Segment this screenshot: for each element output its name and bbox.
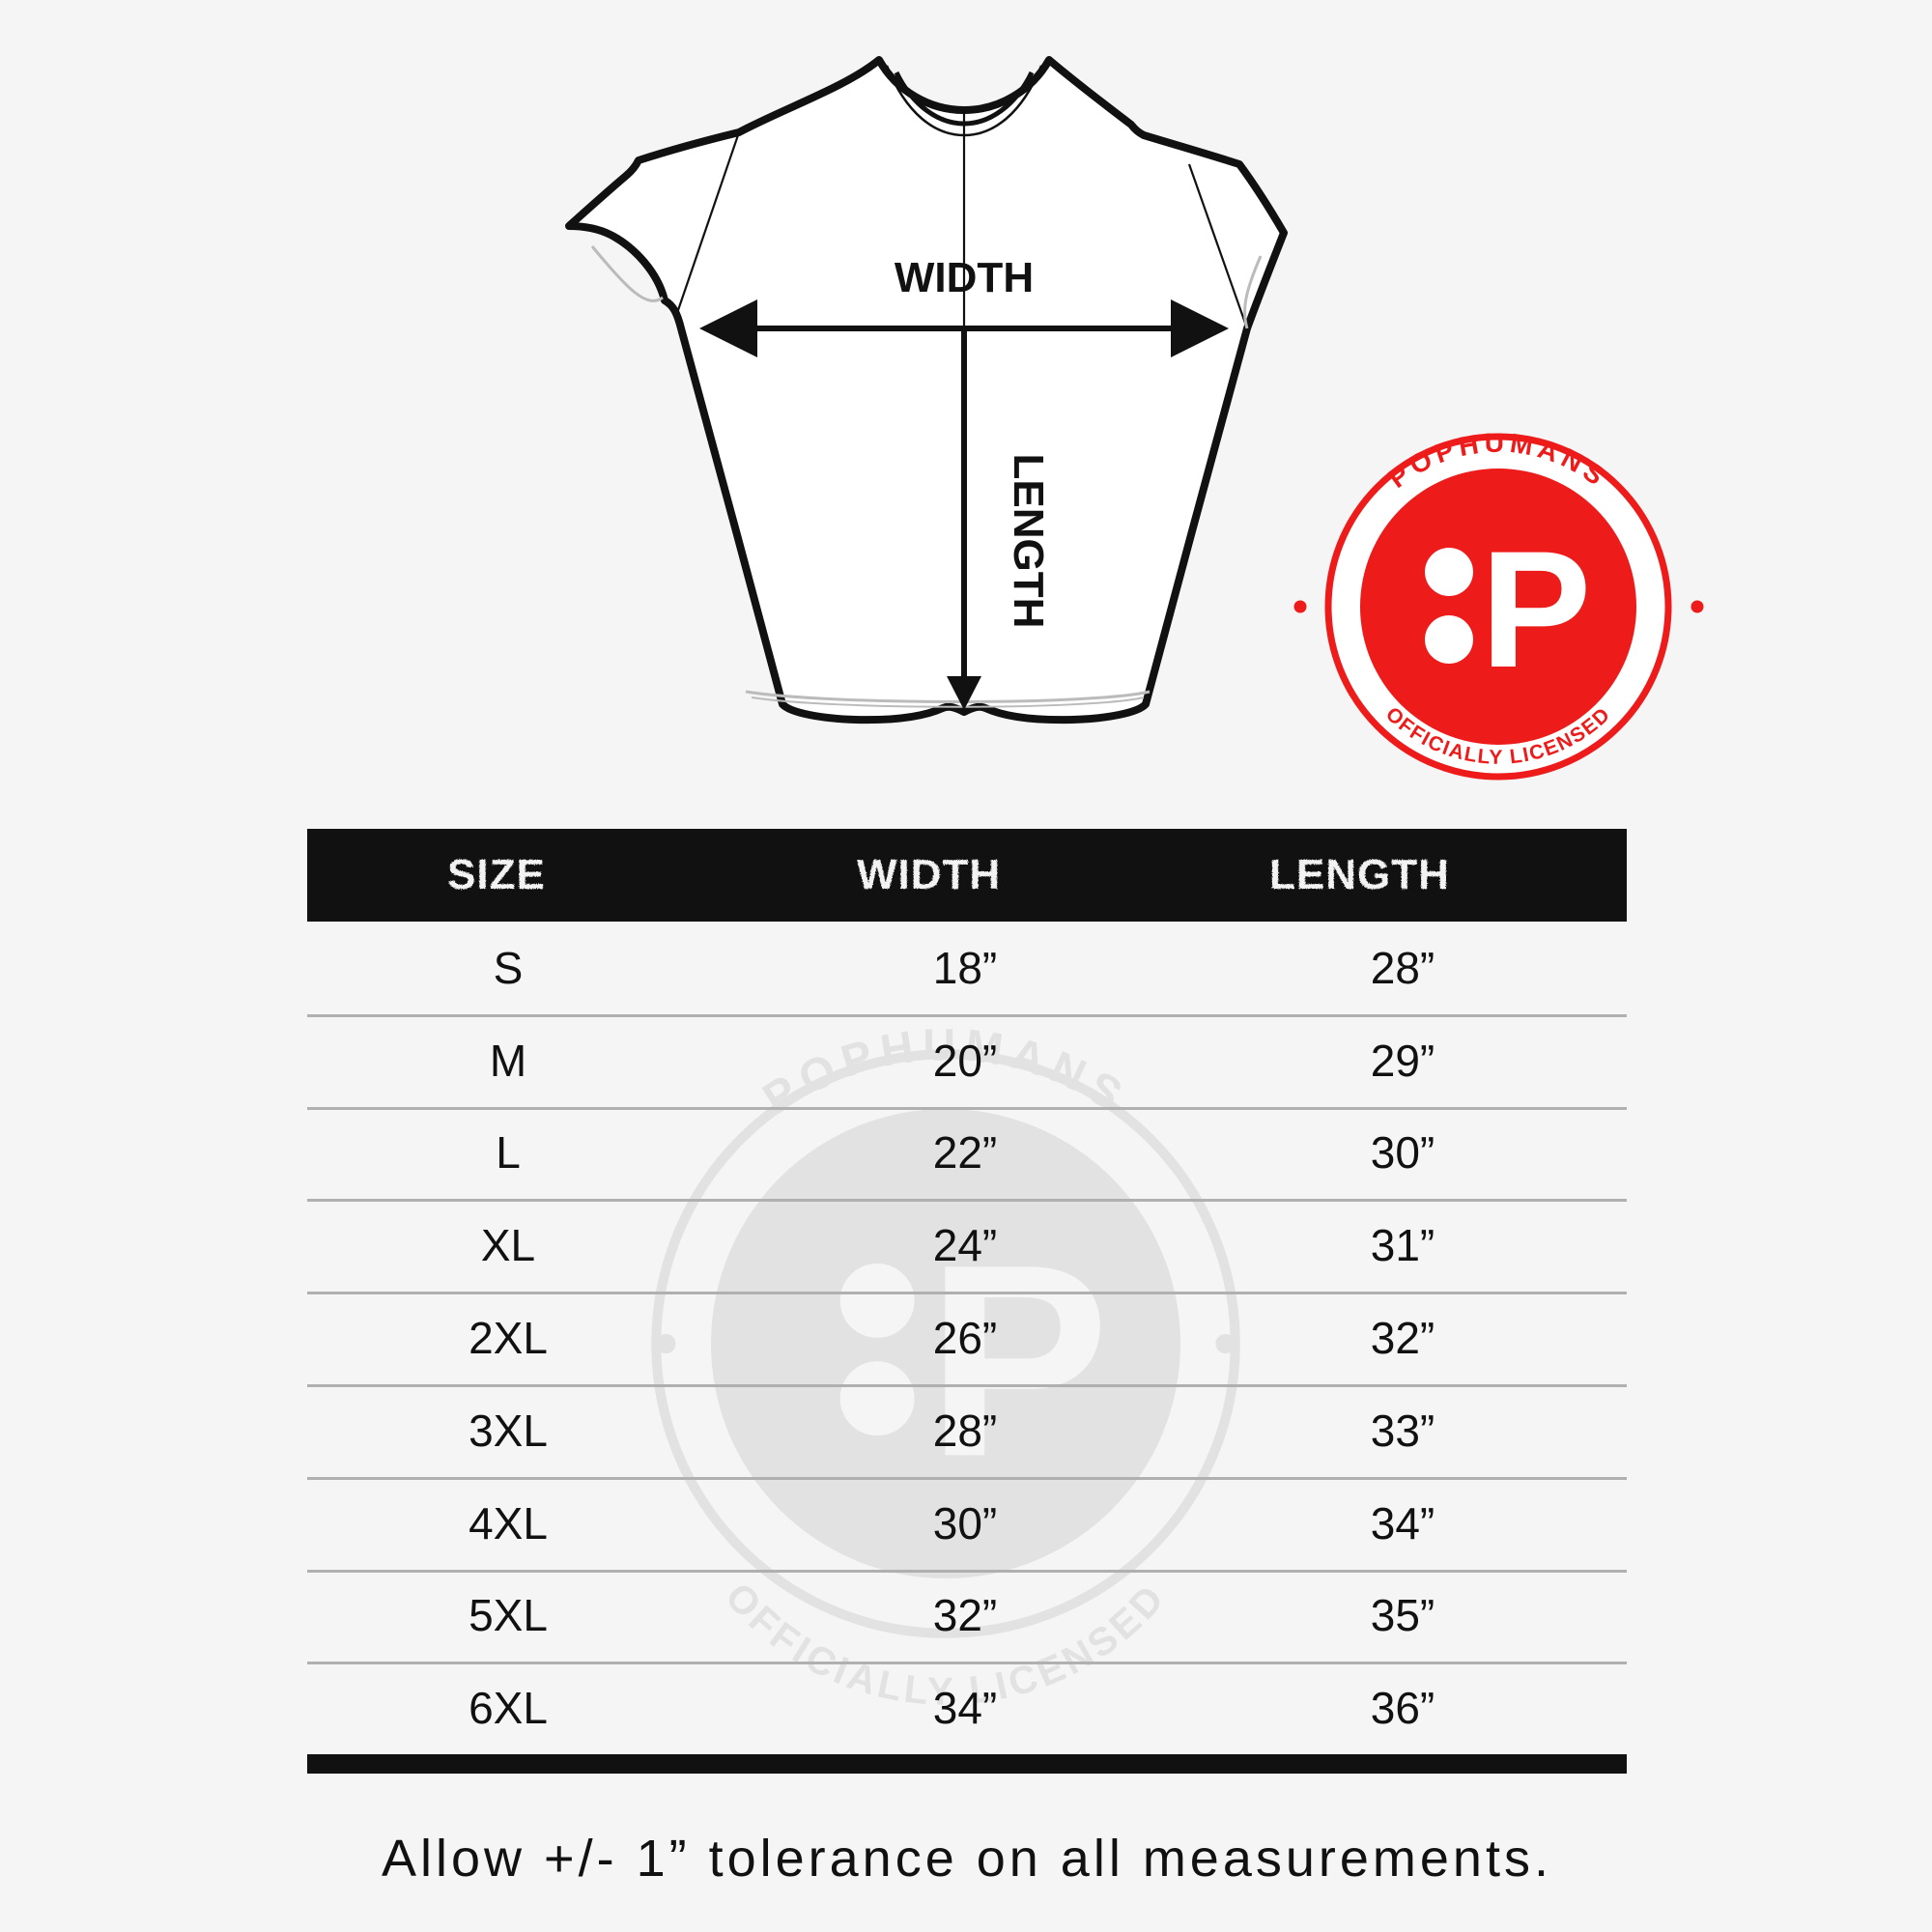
svg-text:P: P xyxy=(1481,517,1592,702)
